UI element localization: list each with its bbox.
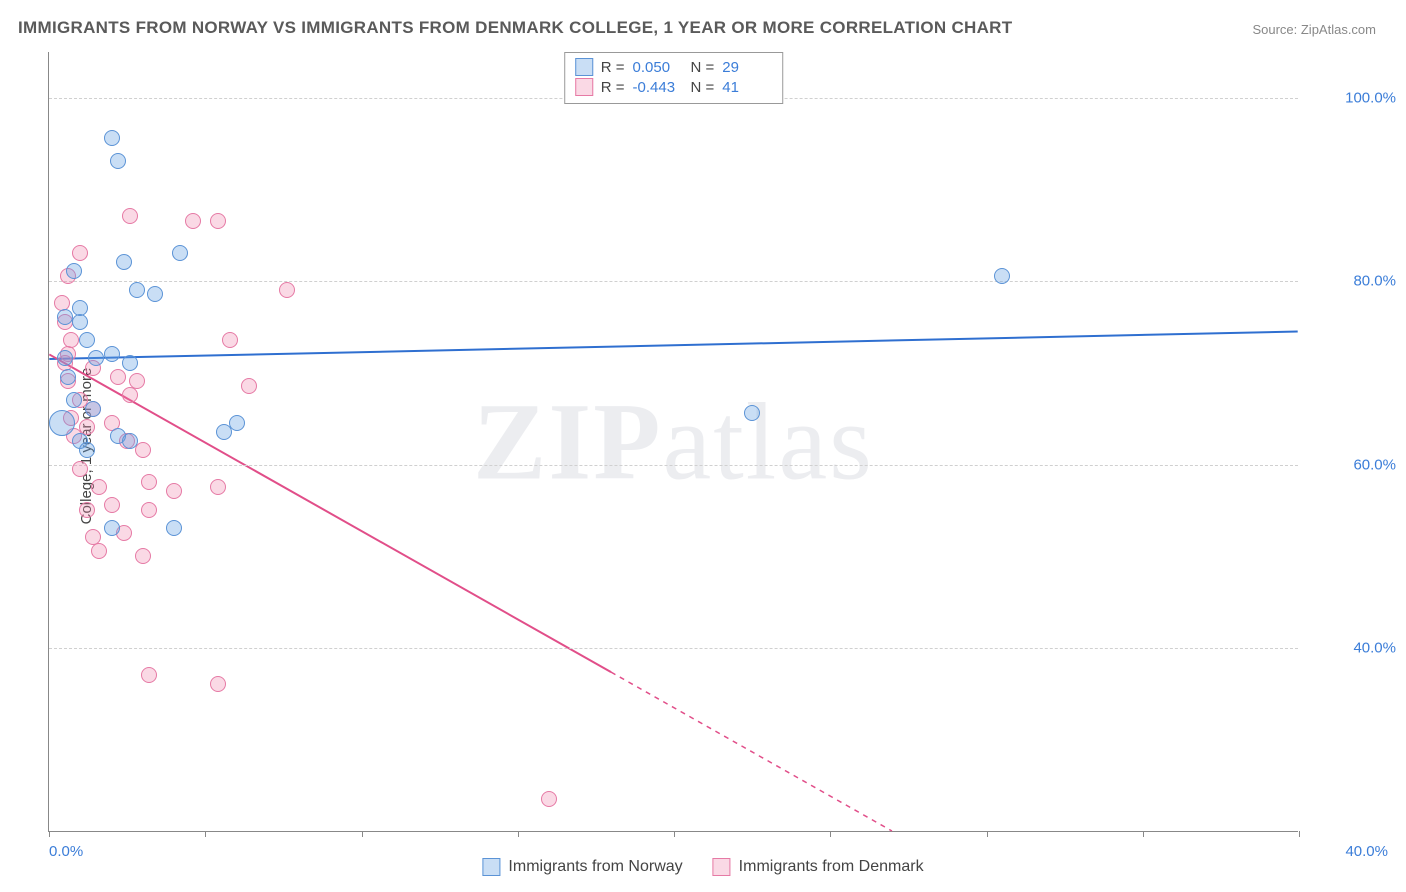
legend-r-value: 0.050 [633, 59, 683, 76]
data-point [104, 346, 120, 362]
data-point [147, 286, 163, 302]
series-legend: Immigrants from Norway Immigrants from De… [482, 858, 923, 876]
data-point [66, 392, 82, 408]
data-point [229, 415, 245, 431]
correlation-legend: R = 0.050 N = 29 R = -0.443 N = 41 [564, 52, 784, 104]
data-point [104, 497, 120, 513]
data-point [279, 282, 295, 298]
data-point [210, 479, 226, 495]
data-point [72, 245, 88, 261]
plot-area: ZIPatlas R =0.050N =29R =-0.443N =41 40.… [48, 52, 1298, 832]
x-tick [1299, 831, 1300, 837]
data-point [79, 442, 95, 458]
legend-item: Immigrants from Denmark [713, 858, 924, 876]
legend-item: Immigrants from Norway [482, 858, 682, 876]
legend-row: R = 0.050 N = 29 [575, 57, 773, 77]
x-tick [1143, 831, 1144, 837]
data-point [541, 791, 557, 807]
data-point [72, 314, 88, 330]
data-point [122, 387, 138, 403]
x-tick [205, 831, 206, 837]
legend-row: R = -0.443 N = 41 [575, 77, 773, 97]
data-point [88, 350, 104, 366]
data-point [110, 153, 126, 169]
legend-swatch [575, 78, 593, 96]
x-tick [362, 831, 363, 837]
data-point [166, 520, 182, 536]
data-point [91, 543, 107, 559]
data-point [79, 332, 95, 348]
data-point [744, 405, 760, 421]
y-tick-label: 100.0% [1306, 89, 1396, 106]
source-attribution: Source: ZipAtlas.com [1252, 22, 1376, 37]
legend-n-label: N = [691, 59, 715, 76]
gridline-horizontal [49, 281, 1298, 282]
data-point [122, 433, 138, 449]
x-tick [674, 831, 675, 837]
legend-series-name: Immigrants from Denmark [739, 858, 924, 876]
source-link[interactable]: ZipAtlas.com [1301, 22, 1376, 37]
legend-r-label: R = [601, 59, 625, 76]
legend-swatch [482, 858, 500, 876]
data-point [79, 502, 95, 518]
gridline-horizontal [49, 465, 1298, 466]
data-point [49, 410, 75, 436]
data-point [91, 479, 107, 495]
legend-series-name: Immigrants from Norway [508, 858, 682, 876]
data-point [129, 282, 145, 298]
y-tick-label: 40.0% [1306, 640, 1396, 657]
data-point [57, 350, 73, 366]
data-point [85, 401, 101, 417]
source-prefix: Source: [1252, 22, 1300, 37]
gridline-horizontal [49, 648, 1298, 649]
data-point [172, 245, 188, 261]
data-point [141, 474, 157, 490]
data-point [994, 268, 1010, 284]
data-point [72, 461, 88, 477]
data-point [135, 548, 151, 564]
chart-title: IMMIGRANTS FROM NORWAY VS IMMIGRANTS FRO… [18, 18, 1012, 38]
data-point [210, 213, 226, 229]
legend-swatch [575, 58, 593, 76]
legend-swatch [713, 858, 731, 876]
legend-r-label: R = [601, 79, 625, 96]
legend-r-value: -0.443 [633, 79, 683, 96]
trend-line-dashed [611, 672, 892, 831]
data-point [104, 130, 120, 146]
data-point [72, 300, 88, 316]
legend-n-value: 41 [722, 79, 772, 96]
data-point [104, 520, 120, 536]
data-point [141, 667, 157, 683]
data-point [122, 355, 138, 371]
y-tick-label: 60.0% [1306, 456, 1396, 473]
data-point [241, 378, 257, 394]
legend-n-label: N = [691, 79, 715, 96]
data-point [110, 369, 126, 385]
data-point [210, 676, 226, 692]
x-tick-label: 0.0% [49, 843, 83, 860]
data-point [57, 309, 73, 325]
data-point [66, 263, 82, 279]
x-tick [49, 831, 50, 837]
data-point [222, 332, 238, 348]
data-point [141, 502, 157, 518]
data-point [116, 254, 132, 270]
y-tick-label: 80.0% [1306, 273, 1396, 290]
data-point [122, 208, 138, 224]
trend-lines [49, 52, 1298, 831]
legend-n-value: 29 [722, 59, 772, 76]
data-point [60, 369, 76, 385]
x-tick [518, 831, 519, 837]
data-point [185, 213, 201, 229]
x-tick-label: 40.0% [1345, 843, 1388, 860]
x-tick [830, 831, 831, 837]
data-point [166, 483, 182, 499]
x-tick [987, 831, 988, 837]
